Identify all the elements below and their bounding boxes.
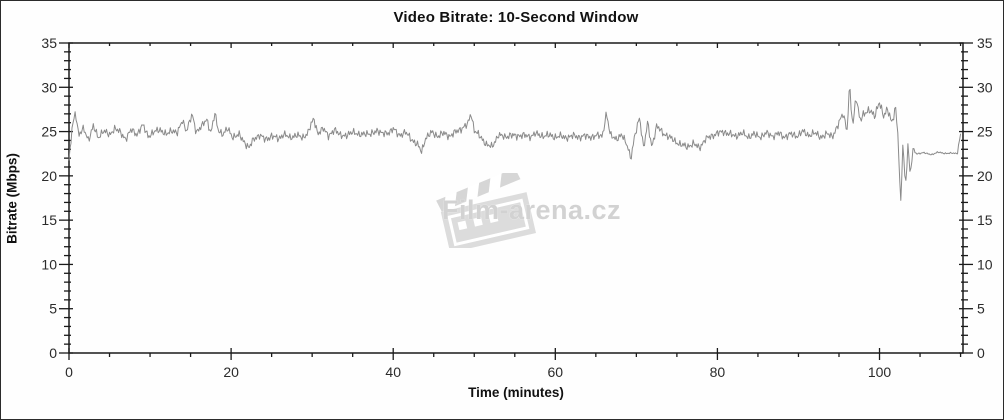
svg-text:20: 20 xyxy=(977,168,993,184)
x-axis-label: Time (minutes) xyxy=(468,385,564,400)
svg-text:15: 15 xyxy=(41,212,57,228)
svg-text:80: 80 xyxy=(710,364,726,380)
svg-text:100: 100 xyxy=(868,364,892,380)
svg-text:10: 10 xyxy=(41,256,57,272)
svg-text:25: 25 xyxy=(977,124,993,140)
svg-text:35: 35 xyxy=(977,35,993,51)
svg-text:40: 40 xyxy=(385,364,401,380)
svg-text:30: 30 xyxy=(41,79,57,95)
svg-text:30: 30 xyxy=(977,79,993,95)
svg-text:0: 0 xyxy=(49,345,57,361)
svg-text:20: 20 xyxy=(223,364,239,380)
svg-text:0: 0 xyxy=(977,345,985,361)
svg-text:5: 5 xyxy=(977,301,985,317)
svg-text:0: 0 xyxy=(65,364,73,380)
chart-title: Video Bitrate: 10-Second Window xyxy=(393,9,639,26)
svg-text:10: 10 xyxy=(977,256,993,272)
svg-text:35: 35 xyxy=(41,35,57,51)
svg-text:15: 15 xyxy=(977,212,993,228)
svg-text:5: 5 xyxy=(49,301,57,317)
svg-text:25: 25 xyxy=(41,124,57,140)
svg-text:20: 20 xyxy=(41,168,57,184)
svg-text:60: 60 xyxy=(548,364,564,380)
